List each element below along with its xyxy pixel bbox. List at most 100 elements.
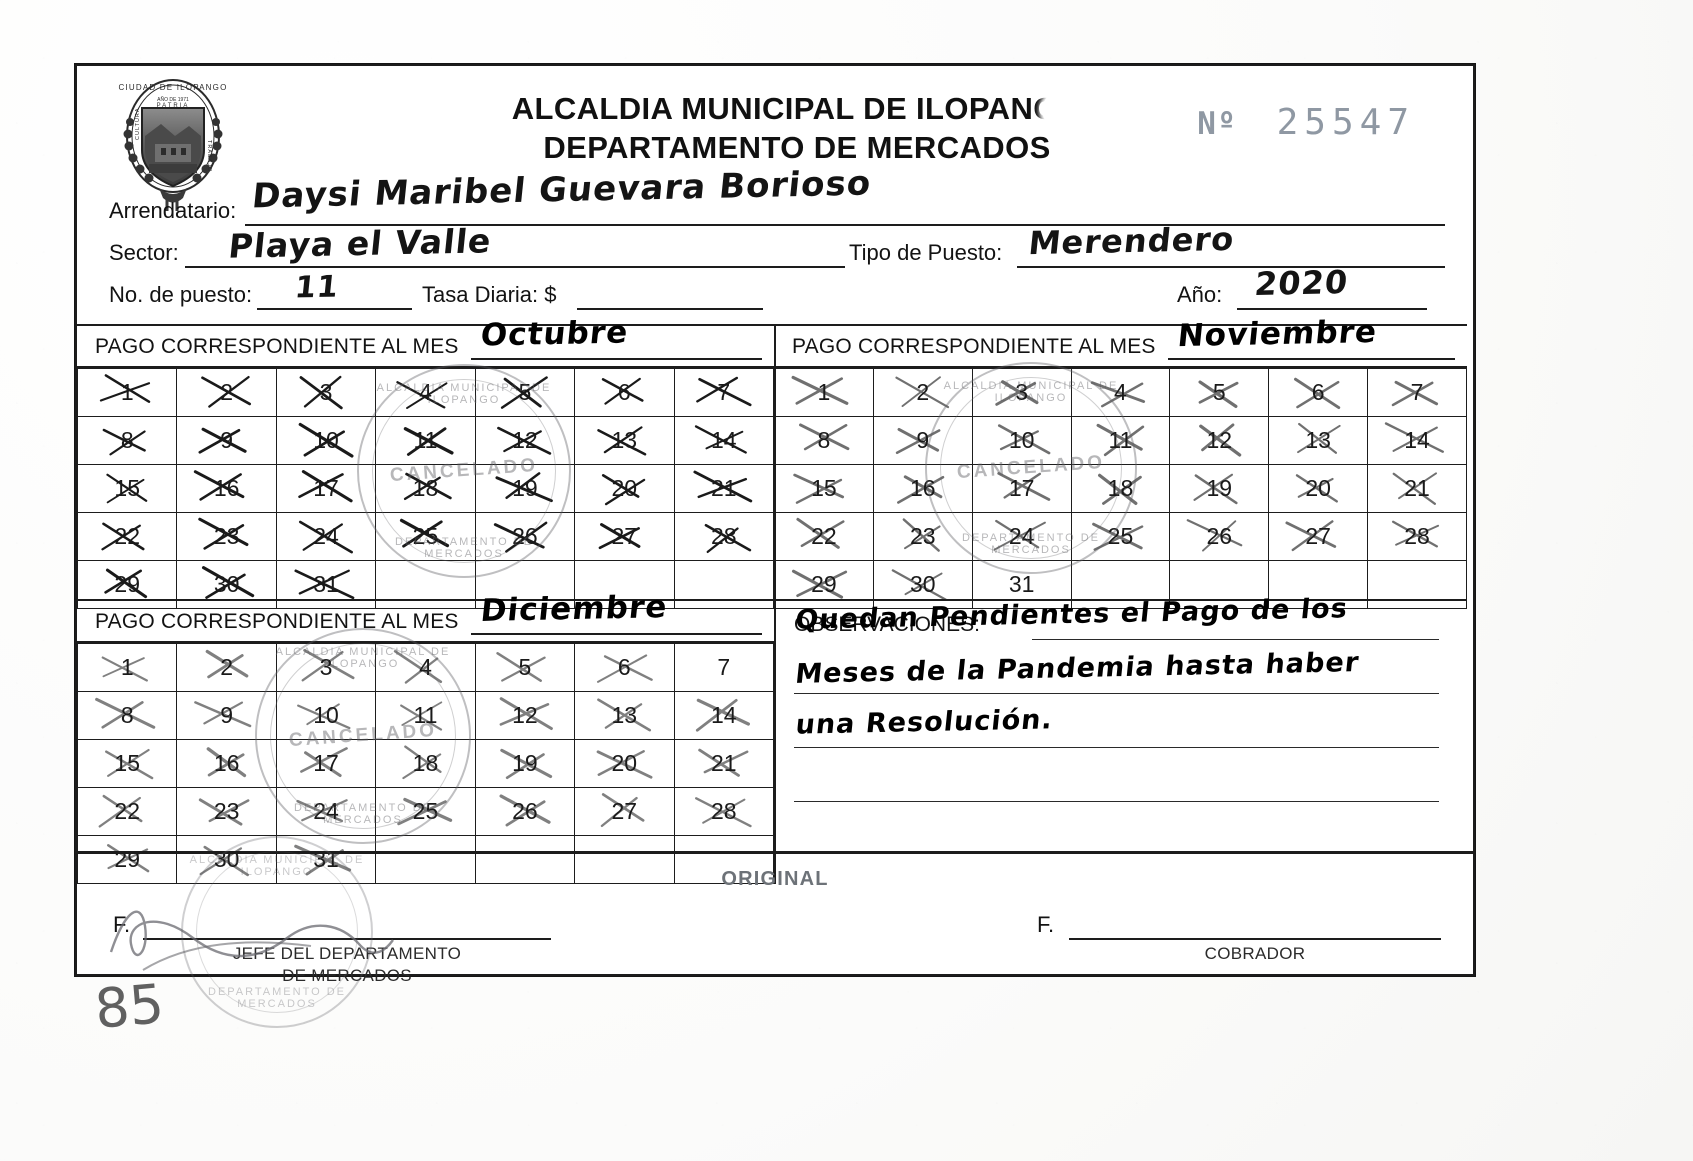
- day-cell-diciembre-2[interactable]: 2: [176, 643, 277, 692]
- day-cell-noviembre-3[interactable]: 3: [971, 368, 1072, 417]
- day-cell-noviembre-17[interactable]: 17: [971, 464, 1072, 513]
- day-cell-noviembre-24[interactable]: 24: [971, 512, 1072, 561]
- day-cell-octubre-6[interactable]: 6: [574, 368, 675, 417]
- day-cell-octubre-26[interactable]: 26: [474, 512, 576, 561]
- day-cell-octubre-22[interactable]: 22: [76, 512, 178, 561]
- month-name-rule-1: [1168, 358, 1455, 360]
- day-cell-noviembre-22[interactable]: 22: [774, 512, 874, 561]
- day-cell-octubre-13[interactable]: 13: [574, 416, 675, 465]
- day-cell-noviembre-21[interactable]: 21: [1367, 464, 1467, 513]
- day-cell-octubre-5[interactable]: 5: [474, 368, 576, 417]
- month-header-label-1: PAGO CORRESPONDIENTE AL MES: [792, 335, 1156, 358]
- day-cell-diciembre-3[interactable]: 3: [275, 643, 377, 692]
- day-cell-noviembre-13[interactable]: 13: [1268, 416, 1369, 465]
- day-cell-octubre-10[interactable]: 10: [275, 416, 377, 465]
- day-cell-octubre-18[interactable]: 18: [375, 464, 476, 513]
- day-cell-octubre-8[interactable]: 8: [76, 416, 178, 465]
- calendar-row: 1 2 3 4 5 6 7: [76, 643, 775, 692]
- day-cell-diciembre-29[interactable]: 29: [76, 835, 178, 884]
- day-cell-diciembre-12[interactable]: 12: [474, 691, 576, 740]
- day-number: 12: [1206, 427, 1233, 453]
- day-cell-octubre-7[interactable]: 7: [673, 368, 775, 417]
- day-cell-diciembre-7[interactable]: 7: [673, 643, 775, 692]
- day-cell-octubre-15[interactable]: 15: [76, 464, 178, 513]
- day-cell-diciembre-20[interactable]: 20: [574, 739, 675, 788]
- day-number: 3: [1015, 379, 1028, 405]
- day-cell-noviembre-6[interactable]: 6: [1268, 368, 1369, 417]
- day-number: 30: [909, 571, 936, 597]
- day-cell-octubre-28[interactable]: 28: [673, 512, 775, 561]
- day-cell-diciembre-24[interactable]: 24: [275, 787, 377, 836]
- day-cell-octubre-23[interactable]: 23: [176, 512, 277, 561]
- day-cell-octubre-16[interactable]: 16: [176, 464, 277, 513]
- day-cell-octubre-9[interactable]: 9: [176, 416, 277, 465]
- day-cell-noviembre-20[interactable]: 20: [1268, 464, 1369, 513]
- day-cell-octubre-27[interactable]: 27: [574, 512, 675, 561]
- day-cell-noviembre-25[interactable]: 25: [1070, 512, 1171, 561]
- day-cell-diciembre-15[interactable]: 15: [76, 739, 178, 788]
- day-cell-noviembre-10[interactable]: 10: [971, 416, 1072, 465]
- day-cell-diciembre-9[interactable]: 9: [176, 691, 277, 740]
- day-cell-diciembre-22[interactable]: 22: [76, 787, 178, 836]
- day-cell-noviembre-1[interactable]: 1: [774, 368, 874, 417]
- day-cell-noviembre-15[interactable]: 15: [774, 464, 874, 513]
- day-cell-diciembre-30[interactable]: 30: [176, 835, 277, 884]
- day-cell-noviembre-18[interactable]: 18: [1070, 464, 1171, 513]
- observaciones-line-0: Quedan Pendientes el Pago de los: [793, 593, 1350, 636]
- day-cell-noviembre-16[interactable]: 16: [872, 464, 973, 513]
- day-cell-noviembre-9[interactable]: 9: [872, 416, 973, 465]
- day-cell-diciembre-25[interactable]: 25: [375, 787, 476, 836]
- day-cell-noviembre-2[interactable]: 2: [872, 368, 973, 417]
- day-cell-noviembre-14[interactable]: 14: [1367, 416, 1467, 465]
- day-cell-diciembre-11[interactable]: 11: [375, 691, 476, 740]
- day-cell-noviembre-4[interactable]: 4: [1070, 368, 1171, 417]
- day-cell-noviembre-12[interactable]: 12: [1169, 416, 1270, 465]
- day-cell-diciembre-6[interactable]: 6: [574, 643, 675, 692]
- day-cell-diciembre-8[interactable]: 8: [76, 691, 178, 740]
- day-cell-octubre-3[interactable]: 3: [275, 368, 377, 417]
- day-cell-noviembre-28[interactable]: 28: [1367, 512, 1467, 561]
- day-number: 24: [1008, 523, 1035, 549]
- day-cell-octubre-11[interactable]: 11: [375, 416, 476, 465]
- day-number: 25: [412, 798, 439, 824]
- day-cell-noviembre-19[interactable]: 19: [1169, 464, 1270, 513]
- day-cell-noviembre-8[interactable]: 8: [774, 416, 874, 465]
- day-cell-diciembre-18[interactable]: 18: [375, 739, 476, 788]
- day-cell-octubre-20[interactable]: 20: [574, 464, 675, 513]
- day-cell-diciembre-16[interactable]: 16: [176, 739, 277, 788]
- day-cell-diciembre-17[interactable]: 17: [275, 739, 377, 788]
- day-cell-diciembre-21[interactable]: 21: [673, 739, 775, 788]
- day-cell-diciembre-26[interactable]: 26: [474, 787, 576, 836]
- day-cell-diciembre-10[interactable]: 10: [275, 691, 377, 740]
- day-cell-octubre-12[interactable]: 12: [474, 416, 576, 465]
- day-cell-noviembre-26[interactable]: 26: [1169, 512, 1270, 561]
- day-cell-noviembre-7[interactable]: 7: [1367, 368, 1467, 417]
- day-cell-noviembre-11[interactable]: 11: [1070, 416, 1171, 465]
- day-cell-octubre-25[interactable]: 25: [375, 512, 476, 561]
- day-number: 7: [717, 379, 731, 405]
- day-cell-diciembre-19[interactable]: 19: [474, 739, 576, 788]
- day-cell-noviembre-5[interactable]: 5: [1169, 368, 1270, 417]
- day-cell-octubre-4[interactable]: 4: [375, 368, 476, 417]
- day-cell-octubre-17[interactable]: 17: [275, 464, 377, 513]
- day-cell-diciembre-1[interactable]: 1: [76, 643, 178, 692]
- day-cell-octubre-24[interactable]: 24: [275, 512, 377, 561]
- day-cell-octubre-21[interactable]: 21: [673, 464, 775, 513]
- day-cell-diciembre-14[interactable]: 14: [673, 691, 775, 740]
- day-cell-octubre-19[interactable]: 19: [474, 464, 576, 513]
- day-number: 7: [717, 654, 731, 680]
- day-cell-octubre-14[interactable]: 14: [673, 416, 775, 465]
- day-cell-noviembre-23[interactable]: 23: [872, 512, 973, 561]
- day-cell-noviembre-27[interactable]: 27: [1268, 512, 1369, 561]
- day-cell-octubre-1[interactable]: 1: [76, 368, 178, 417]
- day-cell-octubre-2[interactable]: 2: [176, 368, 277, 417]
- day-cell-diciembre-23[interactable]: 23: [176, 787, 277, 836]
- day-cell-diciembre-5[interactable]: 5: [474, 643, 576, 692]
- day-cell-diciembre-28[interactable]: 28: [673, 787, 775, 836]
- day-cell-diciembre-13[interactable]: 13: [574, 691, 675, 740]
- day-cell-diciembre-4[interactable]: 4: [375, 643, 476, 692]
- day-number: 10: [313, 427, 339, 453]
- day-number: 15: [114, 475, 140, 501]
- jefe-signature-line: [143, 938, 551, 940]
- day-cell-diciembre-27[interactable]: 27: [574, 787, 675, 836]
